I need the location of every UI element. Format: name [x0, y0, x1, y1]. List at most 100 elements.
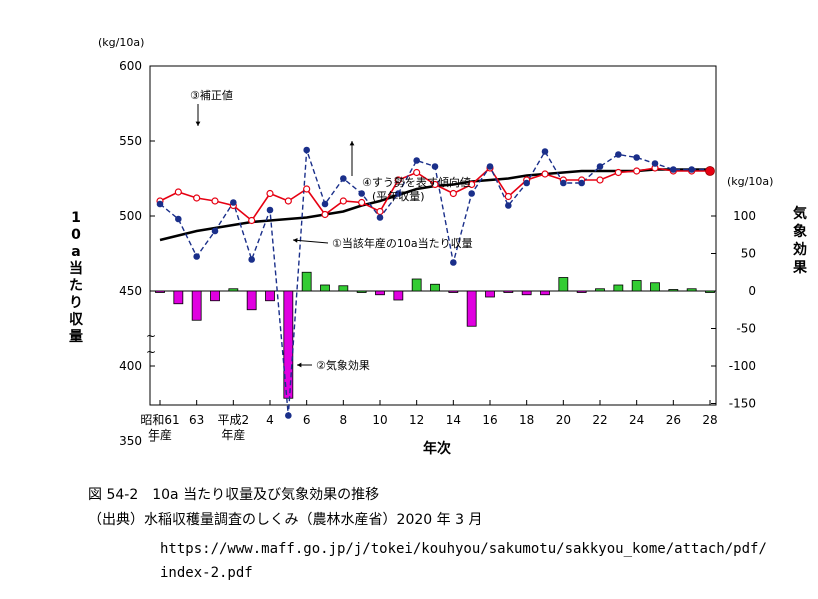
corrected-value-point [358, 198, 366, 207]
corrected-value-point [413, 168, 421, 177]
left-tick-label: 350 [119, 434, 142, 448]
corrected-value-point [394, 176, 402, 184]
left-tick-label: 400 [119, 359, 142, 373]
left-axis-label-char: り [69, 295, 83, 311]
actual-yield-point [523, 179, 530, 187]
left-axis-unit: (kg/10a) [98, 36, 144, 49]
right-axis-unit: (kg/10a) [727, 175, 773, 188]
actual-yield-point [486, 163, 494, 170]
actual-yield-point [211, 227, 219, 235]
x-tick-label: 12 [409, 413, 424, 427]
actual-yield-point [156, 200, 164, 208]
actual-yield-point [395, 190, 402, 197]
weather-effect-bar [320, 284, 330, 292]
x-tick-label-sub: 年産 [148, 427, 172, 442]
annotation-weather-effect-arrow-head [297, 362, 302, 368]
actual-yield-point [505, 202, 512, 209]
end-marker-point [705, 166, 715, 176]
axis-labels: 600550500450400350100500-50-100-150(kg/1… [69, 36, 808, 457]
annotation-corrected-value-arrow-head [195, 121, 201, 126]
weather-effect-bar [375, 290, 385, 296]
x-tick-label-sub: 年産 [221, 427, 245, 442]
figure-caption: 図 54-2 10a 当たり収量及び気象効果の推移 [88, 487, 380, 503]
source-url-line2: index-2.pdf [160, 565, 253, 581]
corrected-value-point [303, 185, 311, 193]
left-axis-label-char: 0 [71, 227, 81, 243]
actual-yield-point [340, 175, 347, 182]
source-url-line1: https://www.maff.go.jp/j/tokei/kouhyou/s… [160, 541, 767, 557]
actual-yield-point [248, 256, 255, 263]
corrected-value-point [248, 216, 256, 225]
actual-yield-point [651, 160, 659, 167]
actual-yield-line [159, 149, 710, 416]
left-tick-label: 500 [119, 209, 142, 223]
right-tick-label: 0 [748, 284, 756, 298]
x-tick-label: 平成2 [218, 413, 250, 427]
plot-frame [149, 65, 717, 406]
annotation-trend-arrow-head [349, 141, 355, 146]
yield-lines [156, 146, 715, 419]
annotation-weather-effect: ②気象効果 [316, 358, 370, 372]
corrected-value-point [614, 168, 622, 177]
weather-effect-bar [613, 284, 624, 292]
left-tick-label: 600 [119, 59, 142, 73]
weather-effect-bar [301, 271, 312, 292]
corrected-value-point [174, 188, 182, 196]
x-axis-label: 年次 [423, 440, 451, 457]
weather-effect-bar [705, 290, 715, 293]
x-tick-label: 8 [340, 413, 348, 427]
corrected-value-point [504, 192, 512, 201]
weather-effect-bar [540, 290, 550, 296]
actual-yield-point [633, 154, 640, 161]
corrected-value-point [376, 207, 384, 216]
weather-effect-bar [503, 290, 514, 293]
right-axis-label-char: 効 [793, 241, 807, 258]
weather-effect-bar [155, 290, 165, 293]
x-tick-label: 26 [666, 413, 681, 427]
actual-yield-point [376, 214, 384, 221]
weather-effect-bar [595, 288, 605, 292]
weather-effect-bar [430, 283, 440, 292]
weather-effect-bar [411, 278, 422, 292]
corrected-value-point [321, 210, 329, 219]
actual-yield-point [596, 163, 604, 170]
weather-effect-bars [155, 271, 715, 399]
x-tick-label: 18 [519, 413, 534, 427]
annotation-actual-yield: ①当該年産の10a当たり収量 [332, 236, 473, 250]
x-tick-label: 14 [446, 413, 461, 427]
actual-yield-point [175, 215, 182, 223]
weather-effect-bar [668, 289, 679, 292]
actual-yield-point [578, 179, 585, 187]
left-axis-label-char: 当 [69, 260, 83, 277]
actual-yield-point [431, 163, 439, 170]
actual-yield-point [266, 206, 274, 214]
weather-effect-bar [356, 290, 367, 293]
x-tick-label: 6 [303, 413, 311, 427]
right-tick-label: 50 [741, 247, 756, 261]
actual-yield-point [615, 151, 622, 158]
actual-yield-point [670, 166, 677, 173]
actual-yield-point [688, 166, 695, 173]
weather-effect-bar [210, 290, 220, 302]
weather-effect-bar [631, 280, 642, 292]
weather-effect-bar [576, 290, 587, 293]
annotations: ③補正値 ④すう勢を表す傾向値(平年収量) ①当該年産の10a当たり収量 ②気象効果 [190, 89, 473, 372]
annotation-actual-yield-arrow [292, 239, 329, 244]
actual-yield-point [193, 253, 200, 260]
yield-weather-chart: 600550500450400350100500-50-100-150(kg/1… [69, 36, 808, 457]
weather-effect-bar [228, 288, 239, 292]
weather-effect-bar [246, 290, 257, 311]
x-tick-label: 22 [592, 413, 607, 427]
x-tick-label: 63 [189, 413, 204, 427]
weather-effect-bar [265, 290, 275, 302]
axis-break-mark: ~ [146, 329, 156, 343]
actual-yield-point [541, 148, 549, 155]
left-axis-label-char: 量 [69, 329, 83, 345]
actual-yield-point [468, 190, 475, 197]
actual-yield-point [321, 200, 329, 208]
right-tick-label: -50 [736, 322, 756, 336]
corrected-value-point [211, 197, 219, 205]
actual-yield-point [450, 259, 457, 266]
left-axis-label-char: た [69, 278, 83, 294]
corrected-value-point [284, 197, 292, 205]
